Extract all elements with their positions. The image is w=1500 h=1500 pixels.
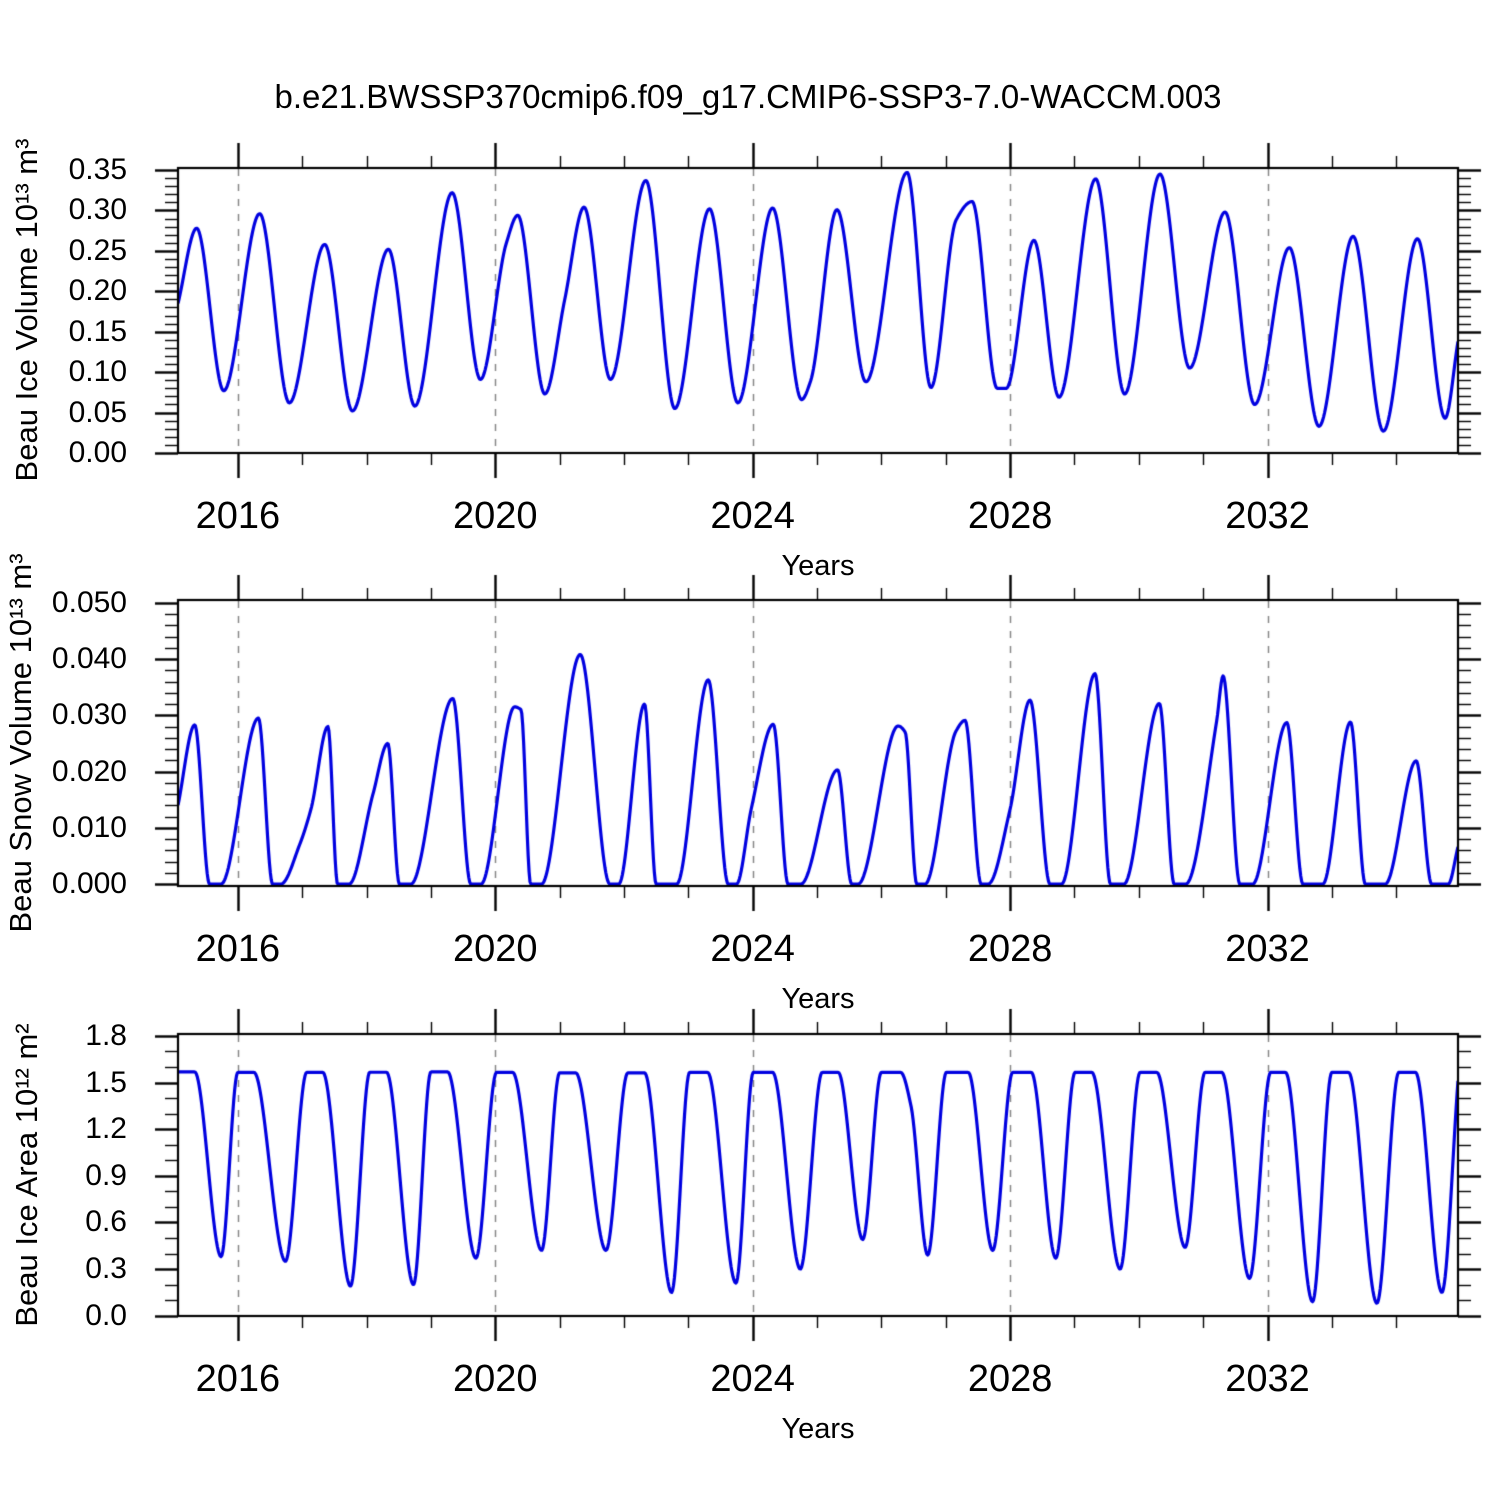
y-tick-label: 0.30 [68,193,127,227]
y-tick-label: 0.20 [68,274,127,308]
y-axis-label-ice-volume: Beau Ice Volume 10¹³ m³ [9,138,44,482]
chart-title: b.e21.BWSSP370cmip6.f09_g17.CMIP6-SSP3-7… [274,78,1222,115]
x-axis-title-panel2: Years [781,983,855,1015]
x-tick-label: 2016 [195,1358,281,1400]
y-tick-label: 0.040 [51,642,127,676]
y-tick-label: 0.0 [85,1298,127,1332]
x-tick-label: 2028 [967,495,1053,537]
x-axis-title-panel3: Years [781,1413,855,1445]
x-tick-label: 2032 [1225,928,1310,970]
x-tick-label: 2024 [710,928,795,970]
y-tick-label: 0.00 [68,436,127,469]
x-tick-label: 2020 [452,495,538,537]
y-tick-label: 1.8 [85,1018,127,1052]
y-tick-label: 0.000 [51,867,127,901]
y-tick-label: 0.10 [68,355,127,389]
y-tick-label: 0.35 [68,153,127,187]
x-tick-label: 2024 [710,495,795,537]
x-tick-label: 2016 [195,495,281,537]
y-tick-label: 0.020 [51,754,127,788]
x-tick-label: 2032 [1225,495,1310,537]
x-tick-label: 2020 [452,928,538,970]
x-tick-label: 2028 [967,928,1053,970]
x-tick-label: 2028 [967,1358,1053,1400]
y-tick-label: 1.2 [85,1112,127,1146]
y-tick-label: 0.030 [51,698,127,732]
y-tick-label: 0.010 [51,810,127,844]
x-tick-label: 2024 [710,1358,795,1400]
y-tick-label: 0.9 [85,1158,127,1192]
y-tick-label: 0.25 [68,233,127,267]
x-tick-label: 2032 [1225,1358,1310,1400]
y-tick-label: 0.15 [68,314,127,348]
x-tick-label: 2020 [452,1358,538,1400]
y-tick-label: 1.5 [85,1065,127,1099]
y-tick-label: 0.3 [85,1252,127,1286]
x-tick-label: 2016 [195,928,281,970]
y-tick-label: 0.6 [85,1205,127,1239]
y-tick-label: 0.05 [68,395,127,429]
y-tick-label: 0.050 [51,585,127,619]
x-axis-title-panel1: Years [781,550,855,582]
